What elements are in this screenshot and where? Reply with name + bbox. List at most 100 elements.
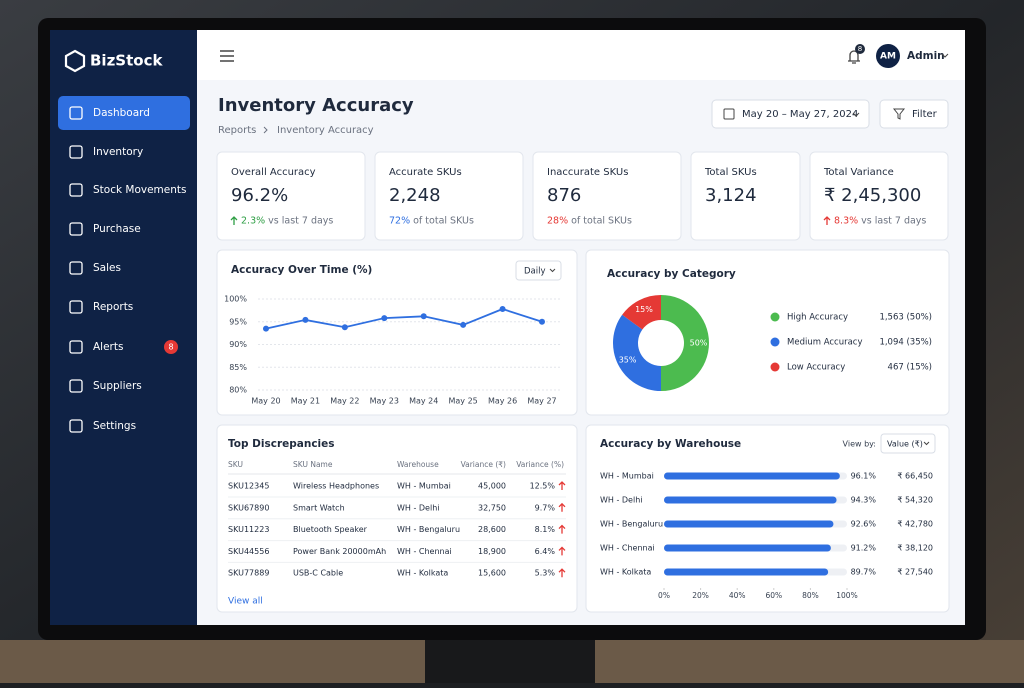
arrow-up <box>823 216 831 225</box>
table-title: Top Discrepancies <box>228 438 335 450</box>
bar-label: WH - Delhi <box>600 496 643 505</box>
point <box>499 306 506 313</box>
table-cell: WH - Bengaluru <box>397 525 460 534</box>
caret <box>923 441 930 446</box>
arrow-up <box>558 481 566 490</box>
point <box>381 315 388 322</box>
card <box>809 151 949 241</box>
slice-label: 15% <box>635 305 653 314</box>
slice-label: 50% <box>690 339 708 348</box>
donut-slice <box>612 314 661 391</box>
user-name[interactable]: Admin <box>907 50 945 62</box>
table-cell: Power Bank 20000mAh <box>293 547 386 556</box>
nav-item[interactable]: Alerts <box>93 341 123 353</box>
interval-select[interactable] <box>515 260 562 281</box>
view-by-label: View by: <box>843 440 876 449</box>
card <box>585 424 950 613</box>
x-tick-label: 100% <box>836 591 857 600</box>
table-cell: 6.4% <box>535 547 556 556</box>
x-tick-label: May 26 <box>488 397 517 406</box>
x-tick-label: 0% <box>658 591 670 600</box>
table-cell: SKU77889 <box>228 569 269 578</box>
kpi-value: 3,124 <box>705 185 757 206</box>
legend-label: High Accuracy <box>787 313 848 323</box>
table-cell: WH - Chennai <box>397 547 452 556</box>
table-cell: WH - Mumbai <box>397 482 451 491</box>
y-tick-label: 85% <box>229 363 247 372</box>
nav-item[interactable]: Inventory <box>93 146 143 158</box>
table-cell: 15,600 <box>478 569 506 578</box>
legend-dot <box>770 362 780 372</box>
bar-value: 89.7% <box>851 568 877 577</box>
bar <box>664 472 840 480</box>
table-cell: 45,000 <box>478 482 506 491</box>
kpi-label: Total Variance <box>823 167 894 178</box>
kpi-value: 96.2% <box>231 185 288 206</box>
card <box>690 151 801 241</box>
date-range: May 20 – May 27, 2024 <box>742 109 858 120</box>
bar-amount: ₹ 66,450 <box>897 472 933 481</box>
logo-icon <box>64 49 86 73</box>
arrow-up <box>558 568 566 578</box>
nav-item[interactable]: Dashboard <box>93 107 150 119</box>
point <box>460 321 467 328</box>
card <box>532 151 682 241</box>
line <box>265 308 543 330</box>
column-header: SKU <box>228 460 243 469</box>
kpi-delta: 8.3% <box>834 216 858 227</box>
filter-icon <box>892 108 906 120</box>
nav-icon <box>69 379 83 393</box>
chart-title: Accuracy Over Time (%) <box>231 264 372 276</box>
nav-icon <box>69 222 83 236</box>
table-cell: WH - Delhi <box>397 503 440 512</box>
x-tick-label: May 20 <box>251 397 280 406</box>
card <box>216 249 578 416</box>
nav-icon <box>69 145 83 159</box>
monitor-stand <box>425 632 595 683</box>
legend-label: Medium Accuracy <box>787 338 863 348</box>
bar-amount: ₹ 38,120 <box>897 544 933 553</box>
breadcrumb[interactable]: Reports <box>218 125 256 136</box>
x-tick-label: May 24 <box>409 397 438 406</box>
x-tick-label: May 23 <box>370 397 399 406</box>
breadcrumb: Inventory Accuracy <box>277 125 374 136</box>
nav-item[interactable]: Purchase <box>93 223 141 235</box>
kpi-note: vs last 7 days <box>268 216 333 227</box>
table-cell: 12.5% <box>530 482 556 491</box>
legend-count: 467 (15%) <box>888 363 932 373</box>
bar-value: 96.1% <box>851 472 877 481</box>
x-tick-label: 80% <box>802 591 819 600</box>
slice-label: 35% <box>619 356 637 365</box>
kpi-label: Accurate SKUs <box>389 167 462 178</box>
bar-label: WH - Kolkata <box>600 568 651 577</box>
point <box>341 324 348 331</box>
x-tick-label: May 22 <box>330 397 359 406</box>
nav-item[interactable]: Settings <box>93 420 136 432</box>
nav-item[interactable]: Sales <box>93 262 121 274</box>
date-picker[interactable] <box>711 99 870 129</box>
bar-amount: ₹ 27,540 <box>897 568 933 577</box>
nav-item[interactable]: Stock Movements <box>93 184 187 196</box>
kpi-delta: 2.3% <box>241 216 265 227</box>
view-select[interactable] <box>880 433 936 454</box>
donut-slice <box>622 295 661 330</box>
caret <box>852 112 860 117</box>
caret <box>941 53 949 58</box>
card <box>216 151 366 241</box>
notification-count: 8 <box>858 45 862 53</box>
screen: BizStock Dashboard Inventory Stock Movement… <box>50 30 965 625</box>
table-cell: Wireless Headphones <box>293 482 379 491</box>
bar <box>664 520 834 528</box>
table-cell: SKU12345 <box>228 482 269 491</box>
view-all-link[interactable]: View all <box>228 597 263 607</box>
kpi-value: ₹ 2,45,300 <box>824 185 921 206</box>
brand: BizStock <box>90 52 163 70</box>
nav-active[interactable] <box>58 96 190 130</box>
avatar[interactable] <box>876 44 900 68</box>
nav-item[interactable]: Suppliers <box>93 380 142 392</box>
filter-button[interactable] <box>879 99 949 129</box>
point <box>302 316 309 323</box>
interval-label: Daily <box>524 267 546 277</box>
nav-item[interactable]: Reports <box>93 301 133 313</box>
x-tick-label: 20% <box>692 591 709 600</box>
